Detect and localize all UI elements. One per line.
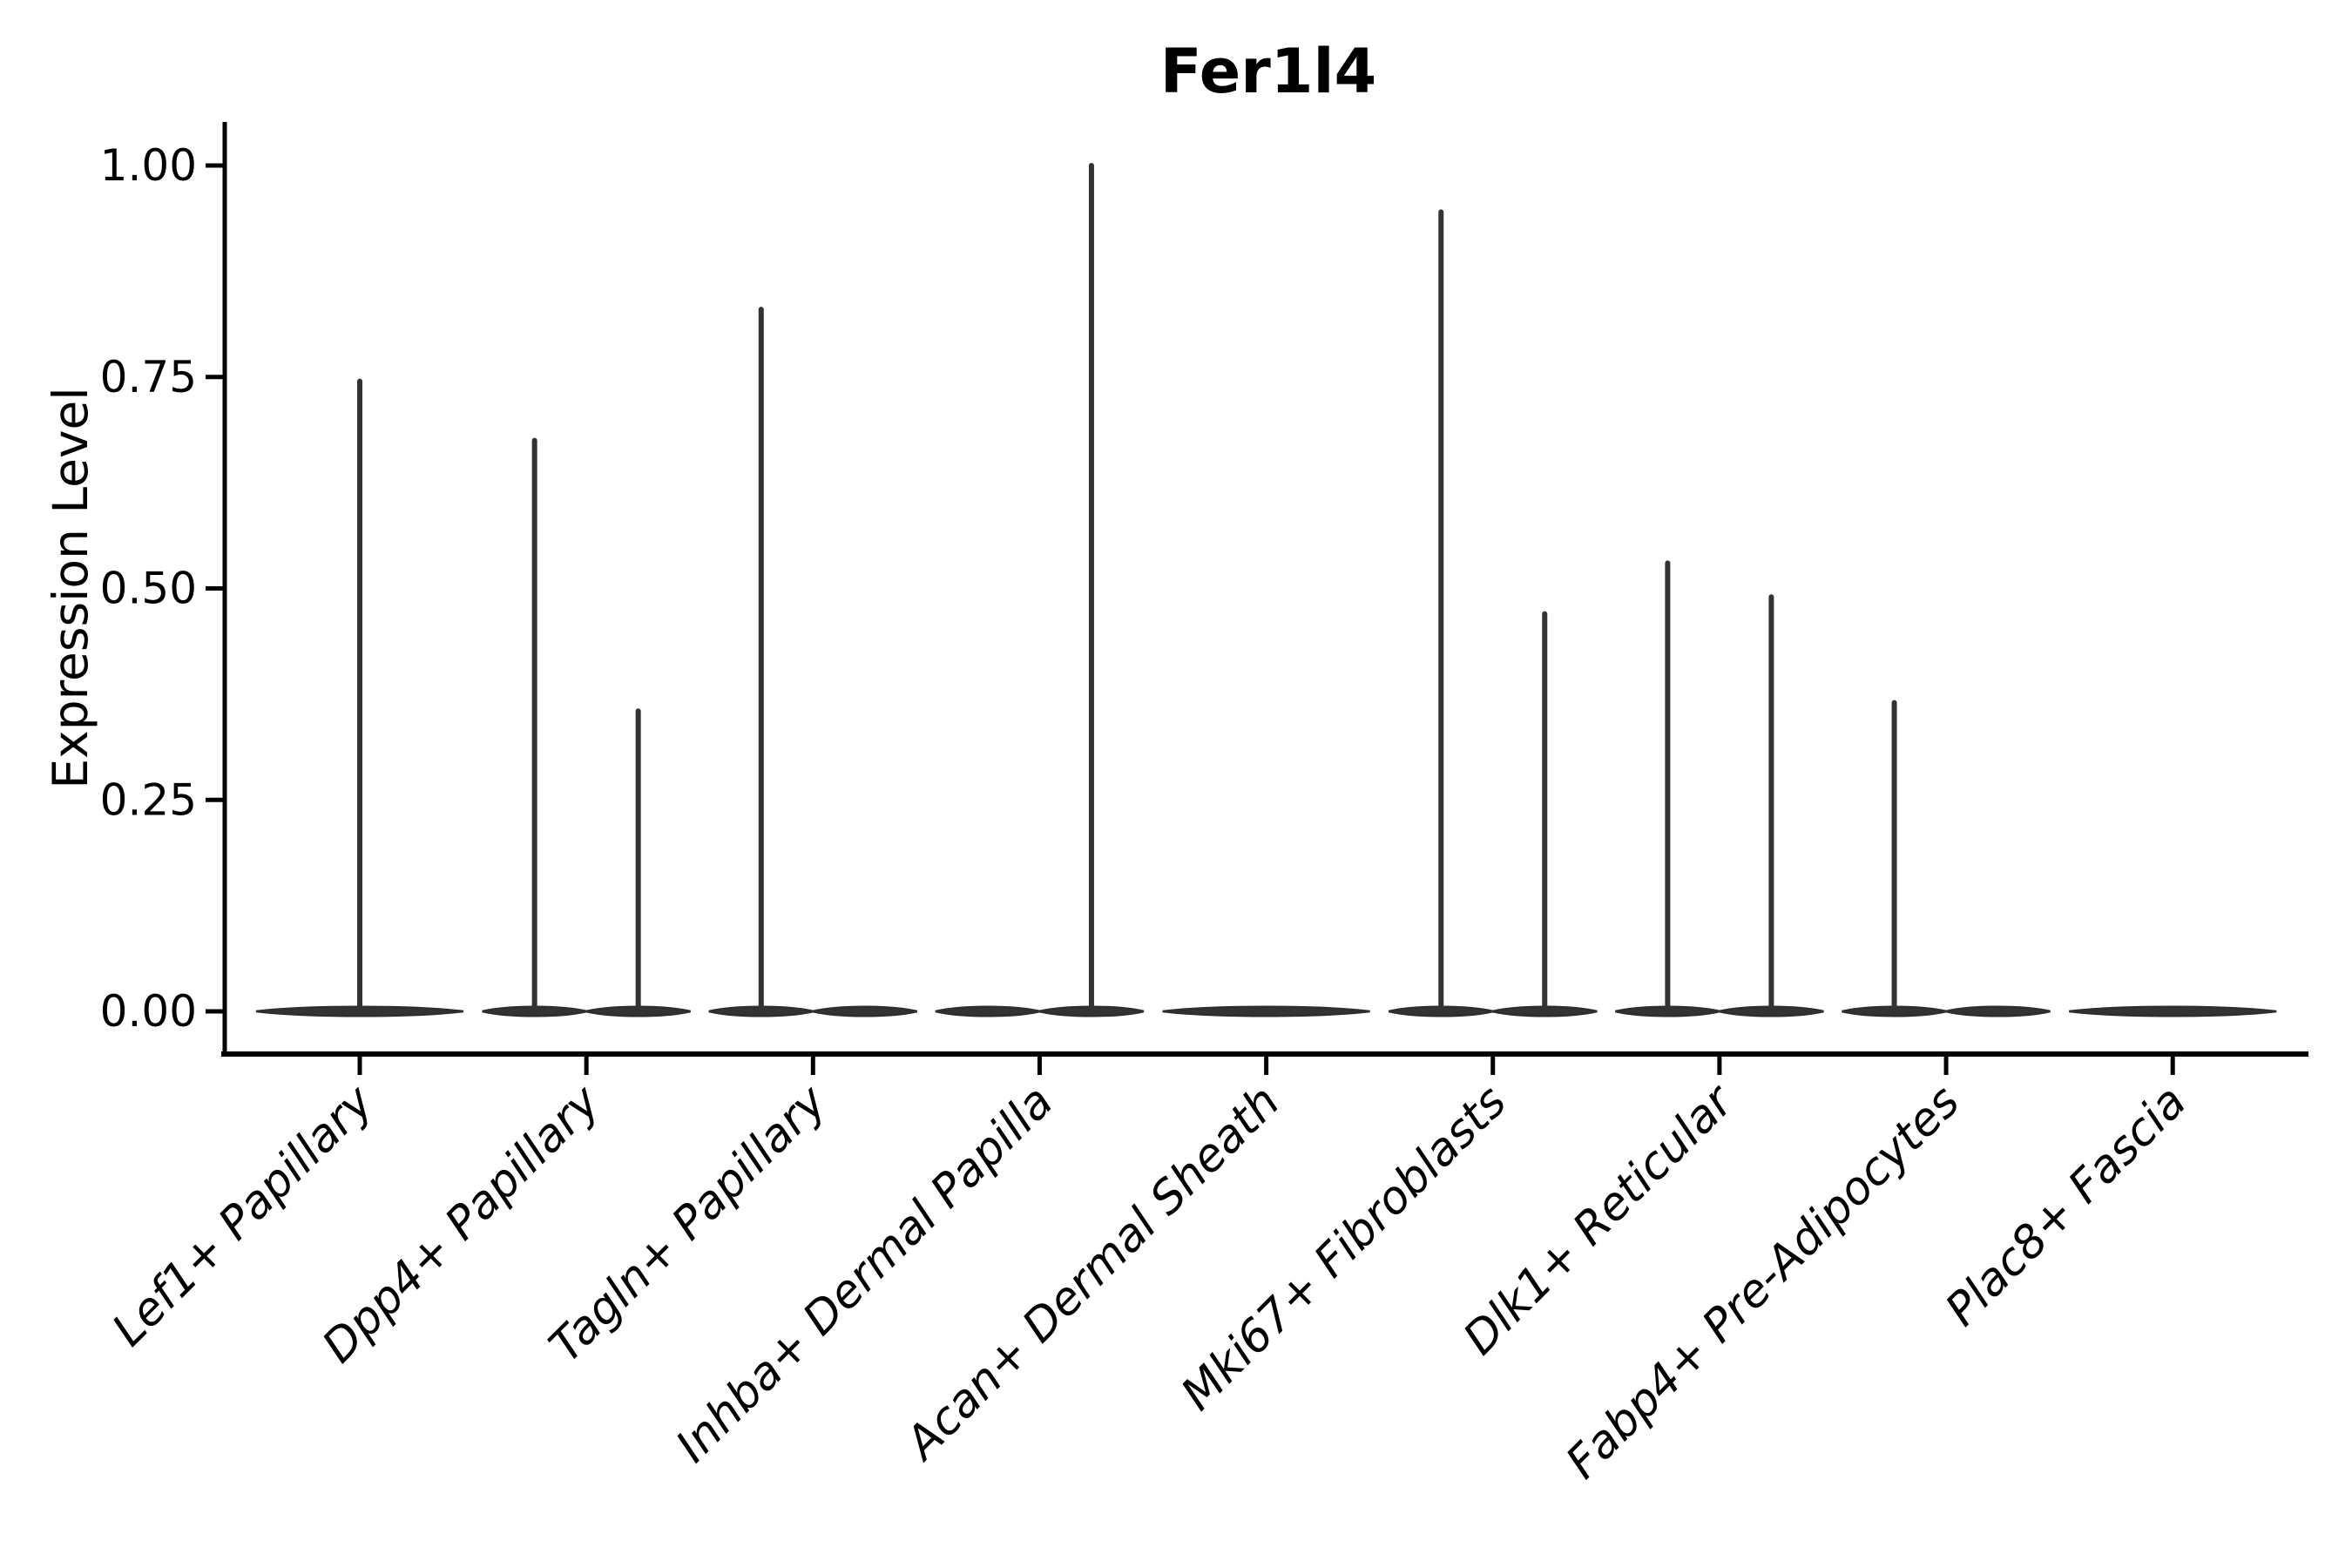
y-tick-label: 0.00 [100, 986, 197, 1037]
violin-base [812, 1005, 918, 1017]
violin-base [2069, 1005, 2277, 1017]
chart-title: Fer1l4 [1160, 36, 1376, 107]
axes-layer [206, 122, 2308, 1075]
y-tick-label: 0.50 [100, 564, 197, 614]
violin-base [1945, 1005, 2051, 1017]
x-tick-label: Plac8+ Fascia [1936, 1076, 2196, 1336]
x-tick-label: Acan+ Dermal Sheath [895, 1076, 1290, 1471]
x-tick-label: Fabp4+ Pre-Adipocytes [1557, 1076, 1970, 1490]
violin-base [1162, 1005, 1370, 1017]
x-tick-label: Inhba+ Dermal Papilla [666, 1076, 1064, 1473]
violin-base [935, 1005, 1041, 1017]
y-axis-title: Expression Level [43, 387, 98, 788]
violins-layer [255, 163, 2277, 1017]
y-tick-label: 0.25 [100, 774, 197, 825]
y-tick-label: 0.75 [100, 352, 197, 402]
y-tick-label: 1.00 [100, 140, 197, 191]
